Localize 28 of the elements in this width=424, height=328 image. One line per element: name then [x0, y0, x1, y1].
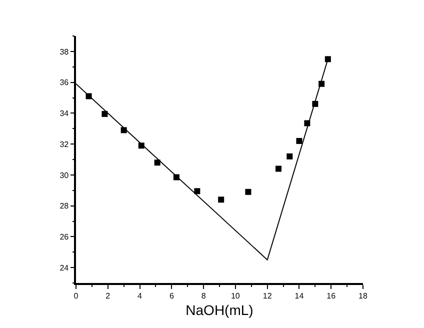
y-tick-label: 24 — [60, 263, 70, 272]
y-tick-label: 34 — [60, 108, 70, 118]
y-tick-label: 26 — [60, 232, 70, 242]
point — [275, 166, 282, 172]
y-tick-label: 36 — [60, 78, 70, 88]
point — [194, 188, 200, 194]
x-tick-label: 18 — [358, 291, 368, 300]
y-tick-label: 38 — [60, 47, 70, 56]
point — [296, 138, 302, 144]
x-tick-label: 8 — [201, 291, 206, 300]
x-tick-label: 2 — [106, 291, 111, 300]
point — [324, 56, 331, 62]
point — [245, 188, 252, 195]
x-tick-label: 10 — [230, 291, 240, 300]
y-tick-label: 30 — [60, 170, 70, 180]
x-tick-label: 0 — [74, 291, 79, 300]
x-tick-label: 12 — [262, 291, 272, 300]
point — [286, 153, 293, 160]
y-tick-label: 32 — [60, 140, 70, 149]
point — [218, 196, 224, 203]
x-tick-label: 4 — [138, 291, 143, 300]
x-tick-label: 14 — [294, 291, 304, 300]
point — [154, 160, 160, 166]
x-tick-label: 6 — [169, 291, 174, 300]
x-axis-title: NaOH(mL) — [186, 302, 254, 318]
y-tick-label: 28 — [60, 202, 70, 211]
x-tick-label: 16 — [326, 291, 336, 300]
point — [102, 110, 108, 117]
